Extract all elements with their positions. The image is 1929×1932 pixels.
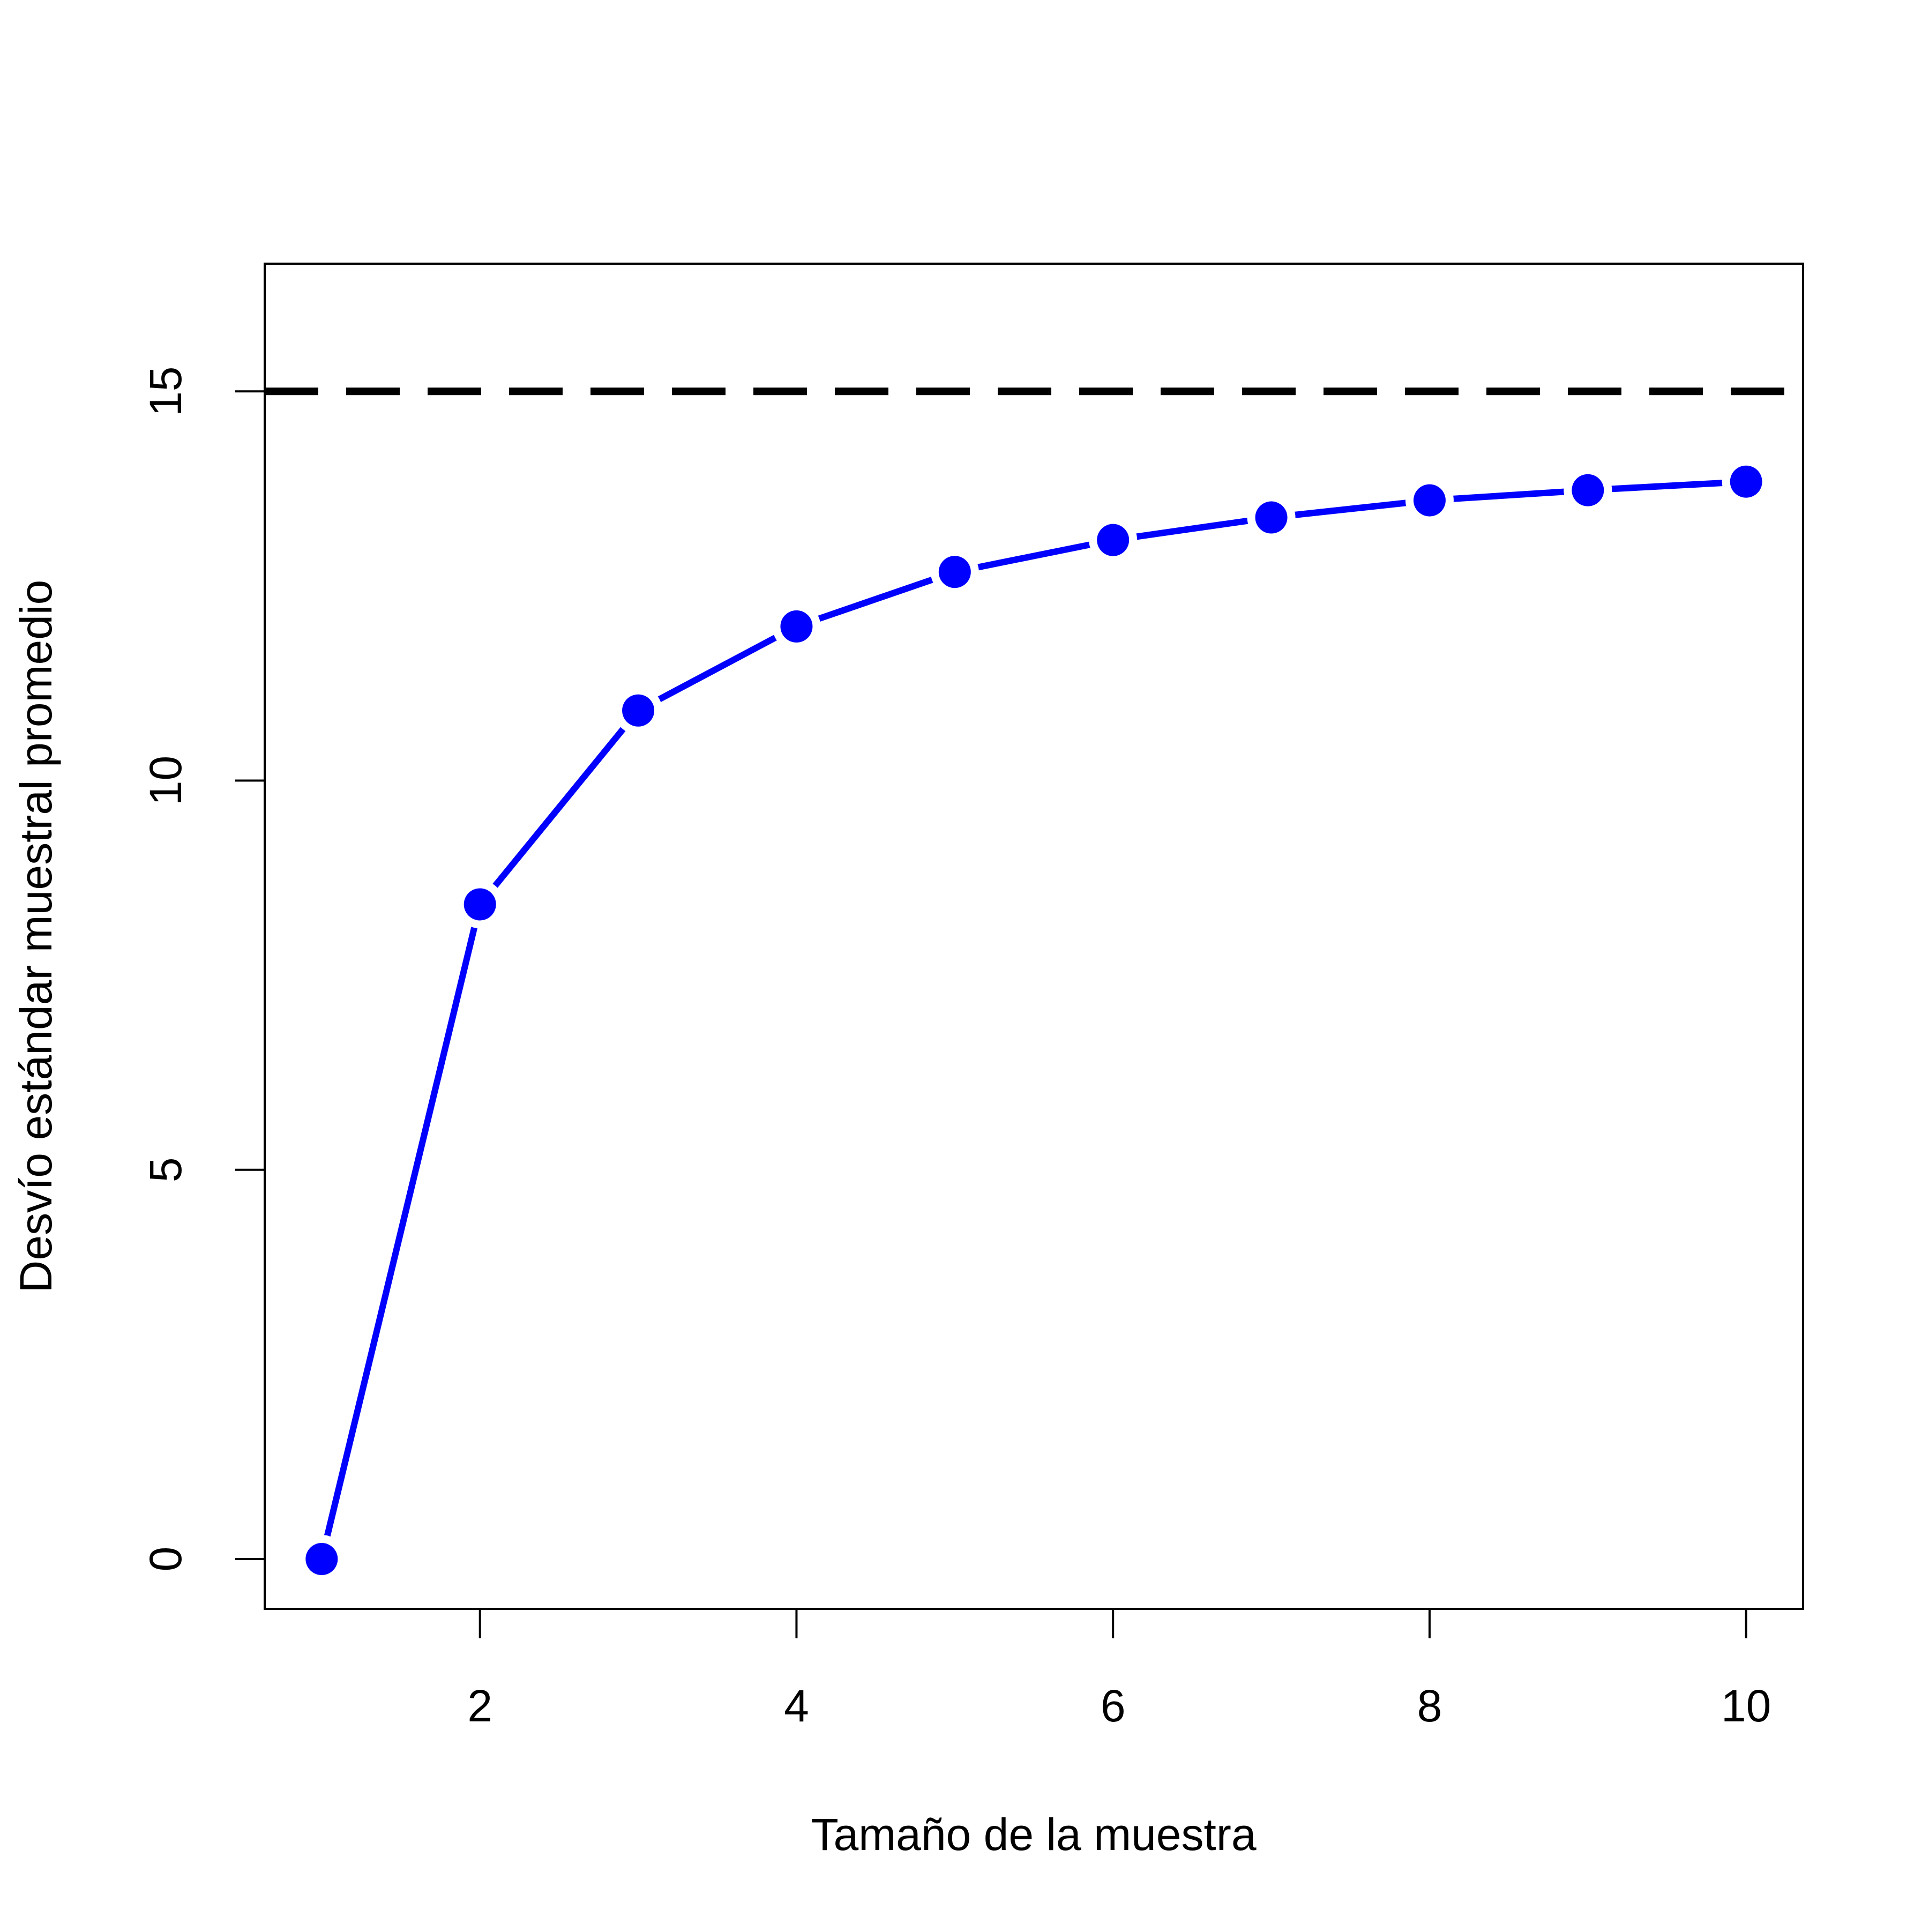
data-point (1247, 493, 1296, 542)
x-tick-label: 6 (1101, 1681, 1126, 1731)
data-point (1722, 457, 1770, 506)
y-tick-label: 0 (140, 1547, 191, 1572)
data-point (1089, 516, 1138, 564)
data-point (1405, 476, 1454, 525)
x-tick-label: 8 (1417, 1681, 1442, 1731)
x-tick-label: 4 (784, 1681, 809, 1731)
data-point (455, 880, 504, 929)
plot-frame (264, 263, 1804, 1610)
x-tick-label: 2 (467, 1681, 492, 1731)
x-axis-title: Tamaño de la muestra (811, 1809, 1256, 1860)
data-point (1564, 466, 1612, 514)
data-point (930, 548, 979, 596)
y-tick-label: 10 (140, 756, 191, 805)
y-tick-label: 5 (140, 1157, 191, 1182)
data-line (318, 478, 1746, 1560)
x-tick-label: 10 (1721, 1681, 1771, 1731)
data-point (297, 1535, 346, 1584)
data-point (614, 686, 663, 735)
data-point (772, 602, 821, 651)
y-axis-title: Desvío estándar muestral promedio (11, 580, 61, 1293)
y-tick-label: 15 (140, 366, 191, 416)
